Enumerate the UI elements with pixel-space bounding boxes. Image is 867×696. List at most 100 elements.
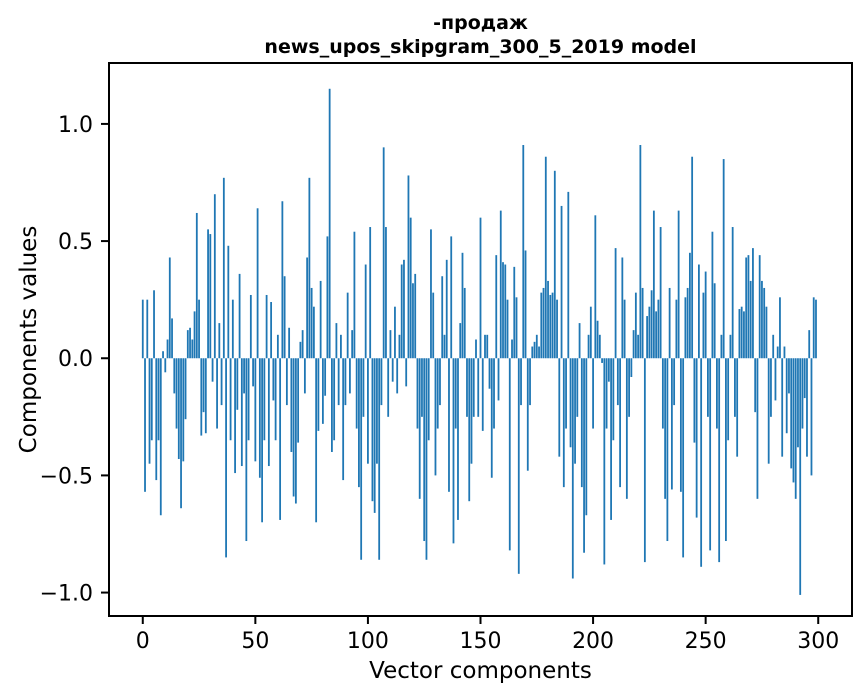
bar-component-198 <box>587 334 590 359</box>
bar-component-73 <box>306 257 309 359</box>
bar-component-29 <box>207 229 209 359</box>
bar-component-119 <box>409 217 412 359</box>
bar-component-280 <box>772 334 775 359</box>
bar-component-138 <box>452 358 455 544</box>
bar-component-279 <box>770 358 772 417</box>
bar-component-129 <box>432 292 435 359</box>
bar-component-208 <box>610 358 612 520</box>
bar-component-56 <box>267 358 270 467</box>
bar-component-167 <box>517 358 520 574</box>
bar-component-288 <box>790 358 793 469</box>
bar-component-69 <box>297 358 300 443</box>
bar-component-88 <box>340 334 342 359</box>
bar-component-115 <box>400 264 403 359</box>
bar-component-151 <box>481 358 484 431</box>
bar-component-176 <box>538 346 540 359</box>
bar-component-142 <box>461 252 464 359</box>
bar-component-19 <box>184 358 187 420</box>
bar-component-139 <box>454 358 457 429</box>
bar-component-207 <box>607 358 610 382</box>
bar-component-46 <box>245 358 248 542</box>
bar-component-11 <box>166 339 169 359</box>
bar-component-211 <box>616 358 619 406</box>
bar-component-17 <box>180 358 182 509</box>
bar-component-250 <box>704 271 707 359</box>
bar-component-218 <box>632 330 635 359</box>
bar-component-201 <box>594 215 597 359</box>
bar-component-265 <box>738 309 741 359</box>
bar-component-101 <box>369 227 372 359</box>
bar-component-257 <box>720 334 723 359</box>
bar-component-230 <box>659 227 662 359</box>
bar-component-35 <box>220 358 223 406</box>
bar-component-117 <box>405 358 408 387</box>
bar-component-169 <box>522 145 525 359</box>
bar-component-286 <box>785 358 788 434</box>
bar-component-38 <box>227 245 230 359</box>
bar-component-232 <box>664 358 667 499</box>
bar-component-225 <box>648 306 651 359</box>
bar-component-216 <box>628 358 630 417</box>
bar-component-60 <box>276 334 279 359</box>
bar-component-180 <box>547 280 549 359</box>
bar-component-121 <box>414 273 417 359</box>
bar-component-10 <box>164 358 167 373</box>
y-axis-label: Components values <box>16 226 42 454</box>
bar-component-36 <box>222 177 225 359</box>
bar-component-168 <box>520 358 522 406</box>
bar-component-217 <box>630 358 633 377</box>
bar-component-245 <box>693 358 696 443</box>
bar-component-15 <box>175 358 178 429</box>
x-tick-label: 100 <box>347 629 389 654</box>
bar-component-66 <box>290 358 293 452</box>
bar-component-275 <box>761 280 763 359</box>
bar-component-185 <box>558 358 561 457</box>
bar-component-264 <box>736 358 739 457</box>
bar-component-192 <box>574 358 576 464</box>
bar-component-86 <box>335 323 338 359</box>
bar-component-25 <box>198 299 200 359</box>
bar-component-75 <box>310 287 313 359</box>
bar-component-59 <box>274 358 277 441</box>
bar-component-252 <box>709 358 712 551</box>
bar-component-161 <box>504 264 507 359</box>
bar-component-0 <box>141 299 144 359</box>
bar-component-72 <box>303 358 306 394</box>
bar-component-285 <box>783 346 786 359</box>
bar-component-114 <box>398 334 401 359</box>
bar-component-39 <box>229 358 232 441</box>
bar-component-49 <box>252 358 254 387</box>
bar-component-268 <box>745 257 748 359</box>
bar-component-209 <box>612 358 615 441</box>
bar-component-203 <box>598 334 601 359</box>
bar-component-271 <box>752 248 754 359</box>
bar-component-3 <box>148 358 151 464</box>
bar-component-157 <box>495 255 498 359</box>
bar-component-183 <box>553 170 556 359</box>
bar-component-104 <box>376 358 378 464</box>
bar-component-293 <box>801 358 804 429</box>
bar-component-4 <box>150 358 153 441</box>
bar-component-197 <box>585 358 588 516</box>
bar-component-162 <box>506 299 509 359</box>
bar-component-273 <box>756 358 759 499</box>
bar-component-113 <box>396 358 399 394</box>
bar-component-144 <box>466 358 468 417</box>
chart-title-line2: news_upos_skipgram_300_5_2019 model <box>264 36 696 58</box>
bar-component-229 <box>657 299 660 359</box>
x-tick-label: 50 <box>241 629 269 654</box>
bar-component-109 <box>387 358 390 417</box>
bar-component-190 <box>569 358 572 448</box>
bar-component-196 <box>583 358 585 553</box>
bar-component-2 <box>146 299 149 359</box>
bar-component-155 <box>490 358 493 478</box>
bar-component-278 <box>767 358 770 464</box>
bar-component-134 <box>443 334 446 359</box>
bar-component-146 <box>470 358 473 464</box>
bar-component-68 <box>294 358 297 504</box>
bar-component-95 <box>355 358 358 429</box>
bar-component-96 <box>358 358 360 488</box>
bar-component-272 <box>754 358 757 413</box>
bar-component-37 <box>225 358 227 558</box>
bar-component-53 <box>261 358 263 523</box>
